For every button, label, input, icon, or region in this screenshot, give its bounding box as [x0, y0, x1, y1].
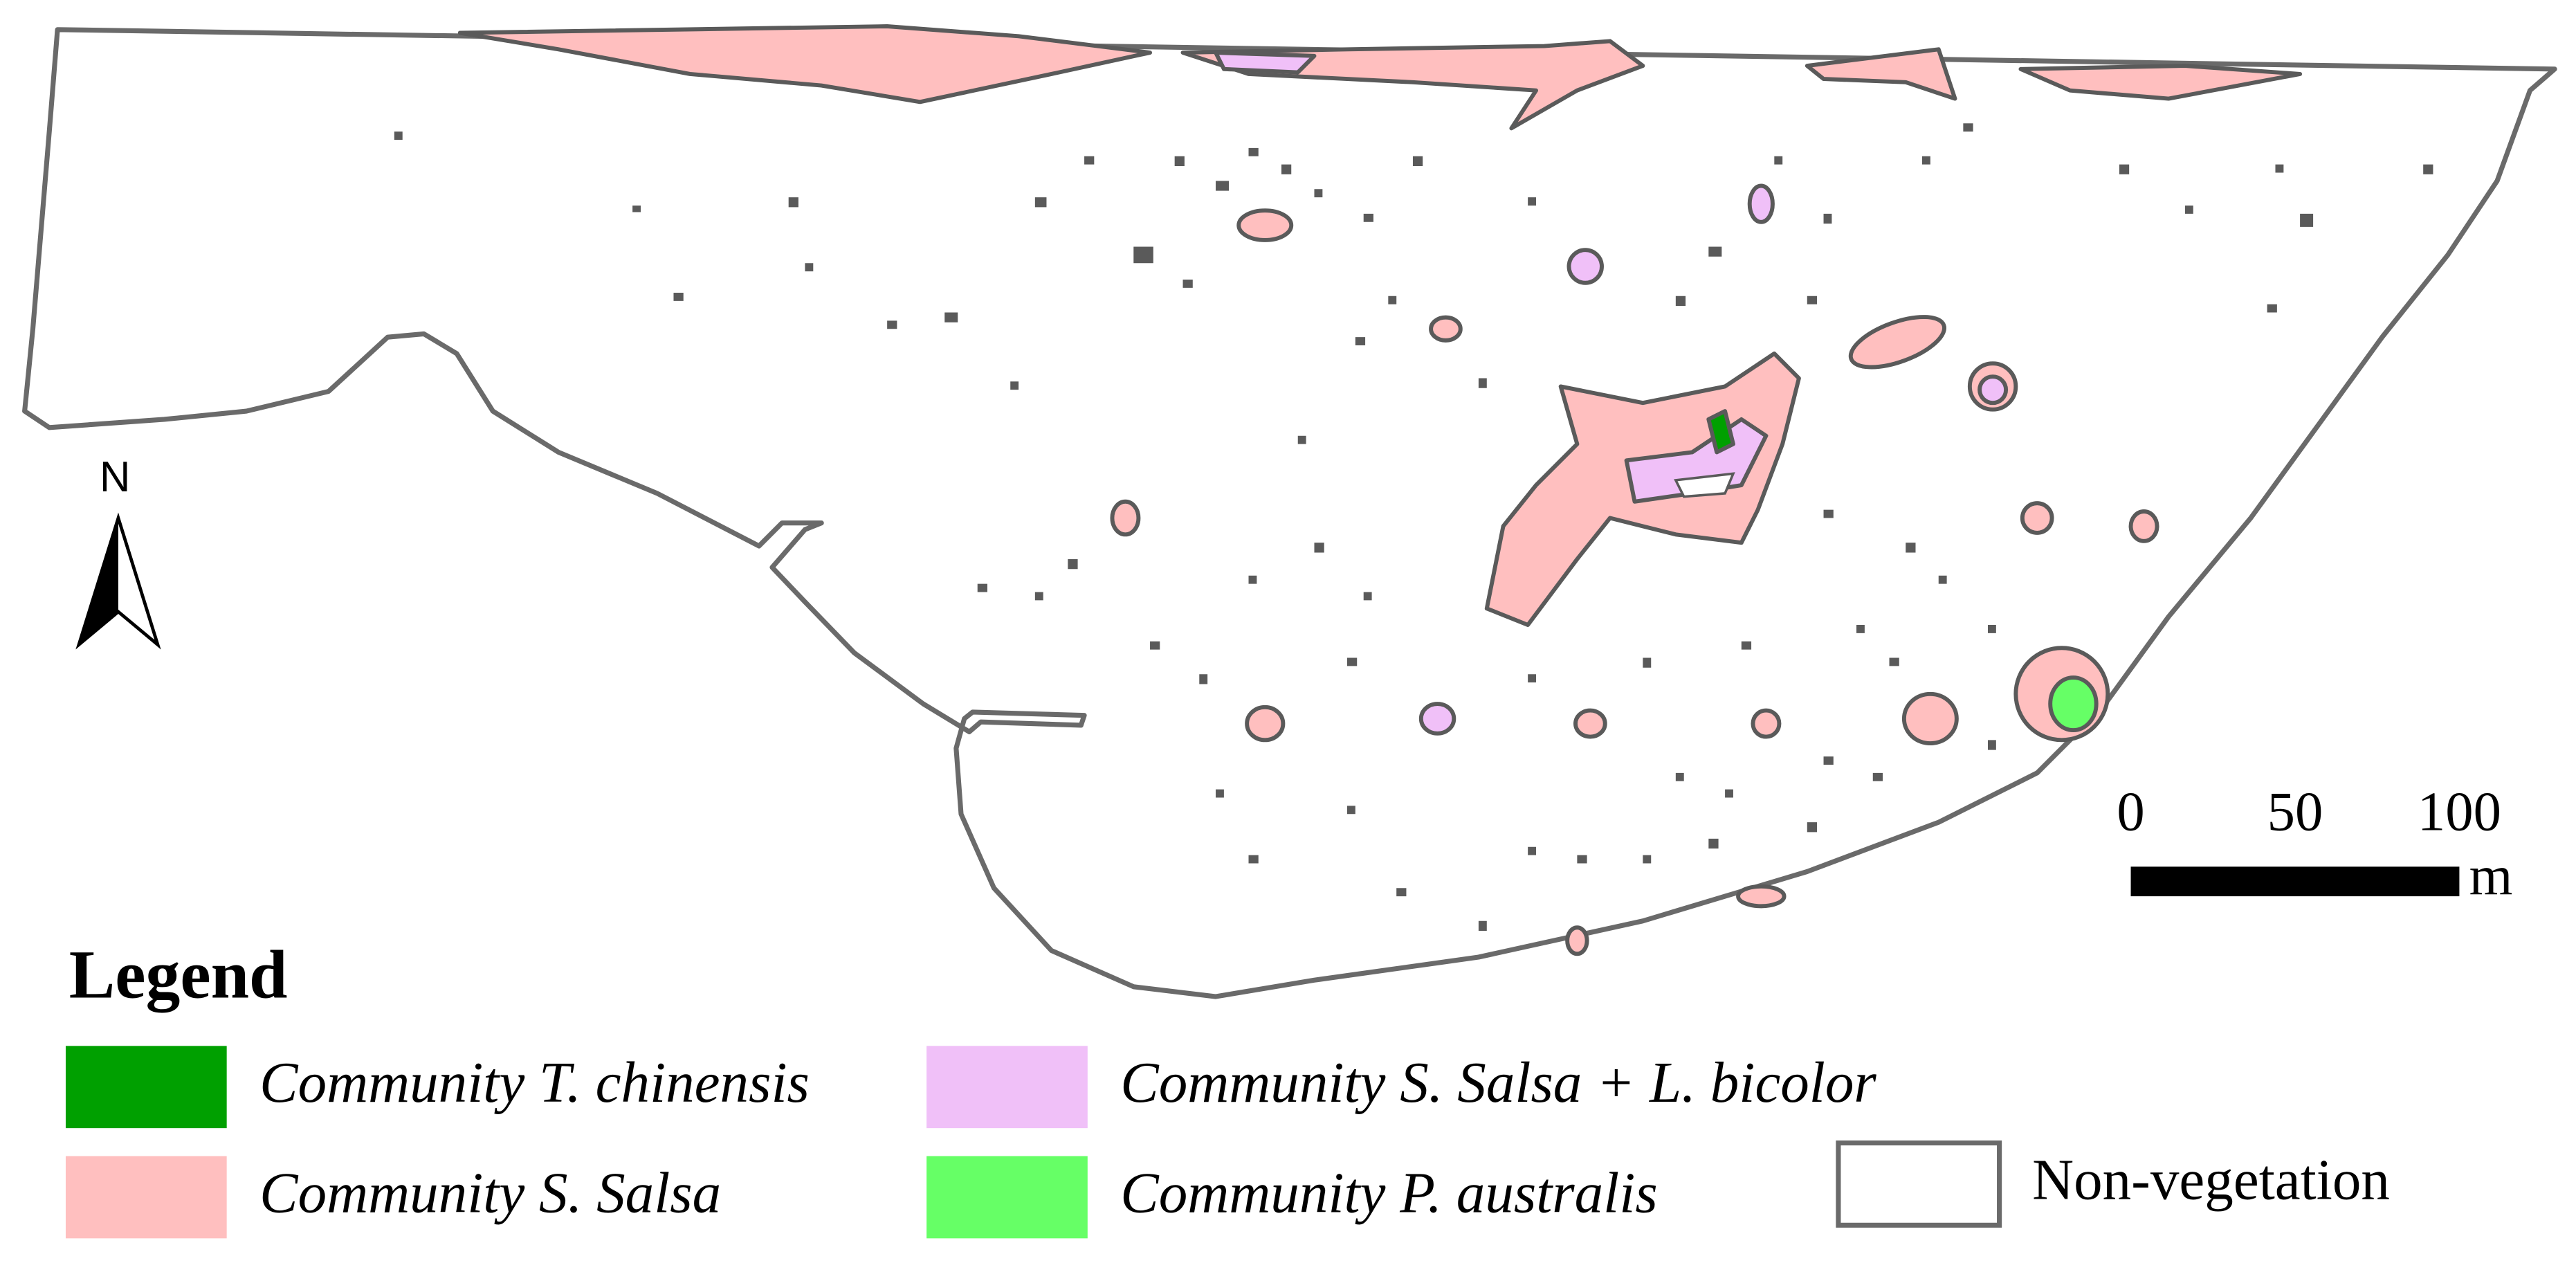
legend-title: Legend — [69, 936, 288, 1013]
north-label: N — [100, 453, 131, 501]
patch — [1751, 708, 1782, 739]
legend-swatch — [65, 1156, 227, 1239]
patch — [1848, 315, 1946, 370]
patch — [1805, 47, 1957, 101]
legend-label: Community T. chinensis — [259, 1051, 810, 1114]
patch — [1565, 925, 1589, 956]
patch — [1573, 708, 1607, 739]
study-area-outline — [22, 27, 2557, 999]
scale-tick-label: 100 — [2418, 781, 2501, 843]
patch — [1245, 705, 1286, 743]
patch — [1429, 315, 1463, 343]
scale-unit: m — [2469, 845, 2513, 907]
patch — [2048, 675, 2099, 733]
vegetation-patches — [457, 24, 2303, 956]
patch — [1214, 51, 1317, 75]
patch — [2020, 501, 2054, 535]
patch — [1901, 691, 1959, 746]
legend: Community T. chinensis Community S. Salsa… — [65, 1046, 2390, 1239]
legend-swatch — [1836, 1140, 2002, 1228]
patch — [1706, 409, 1735, 455]
legend-label: Non-vegetation — [2032, 1147, 2390, 1211]
patch — [457, 24, 1153, 105]
scale-tick-label: 0 — [2117, 781, 2144, 843]
patch — [1566, 248, 1604, 285]
legend-label: Community P. australis — [1120, 1161, 1657, 1224]
patch — [1977, 374, 2009, 406]
legend-label: Community S. Salsa — [259, 1161, 721, 1224]
legend-swatch — [926, 1156, 1088, 1239]
patch — [1110, 499, 1141, 537]
legend-label: Community S. Salsa + L. bicolor — [1120, 1051, 1876, 1114]
patch — [2018, 64, 2303, 101]
patch-hole — [1674, 472, 1735, 498]
legend-swatch — [65, 1046, 227, 1129]
legend-swatch — [926, 1046, 1088, 1129]
patch — [2128, 509, 2159, 543]
scale-bar — [2130, 866, 2460, 897]
patch — [1747, 183, 1775, 224]
scale-tick-label: 50 — [2267, 781, 2323, 843]
patch — [1236, 208, 1294, 242]
scale-labels: 0 50 100 — [2117, 781, 2501, 843]
patch — [1736, 884, 1787, 909]
north-arrow-fill — [78, 518, 118, 645]
patch — [1418, 702, 1456, 736]
